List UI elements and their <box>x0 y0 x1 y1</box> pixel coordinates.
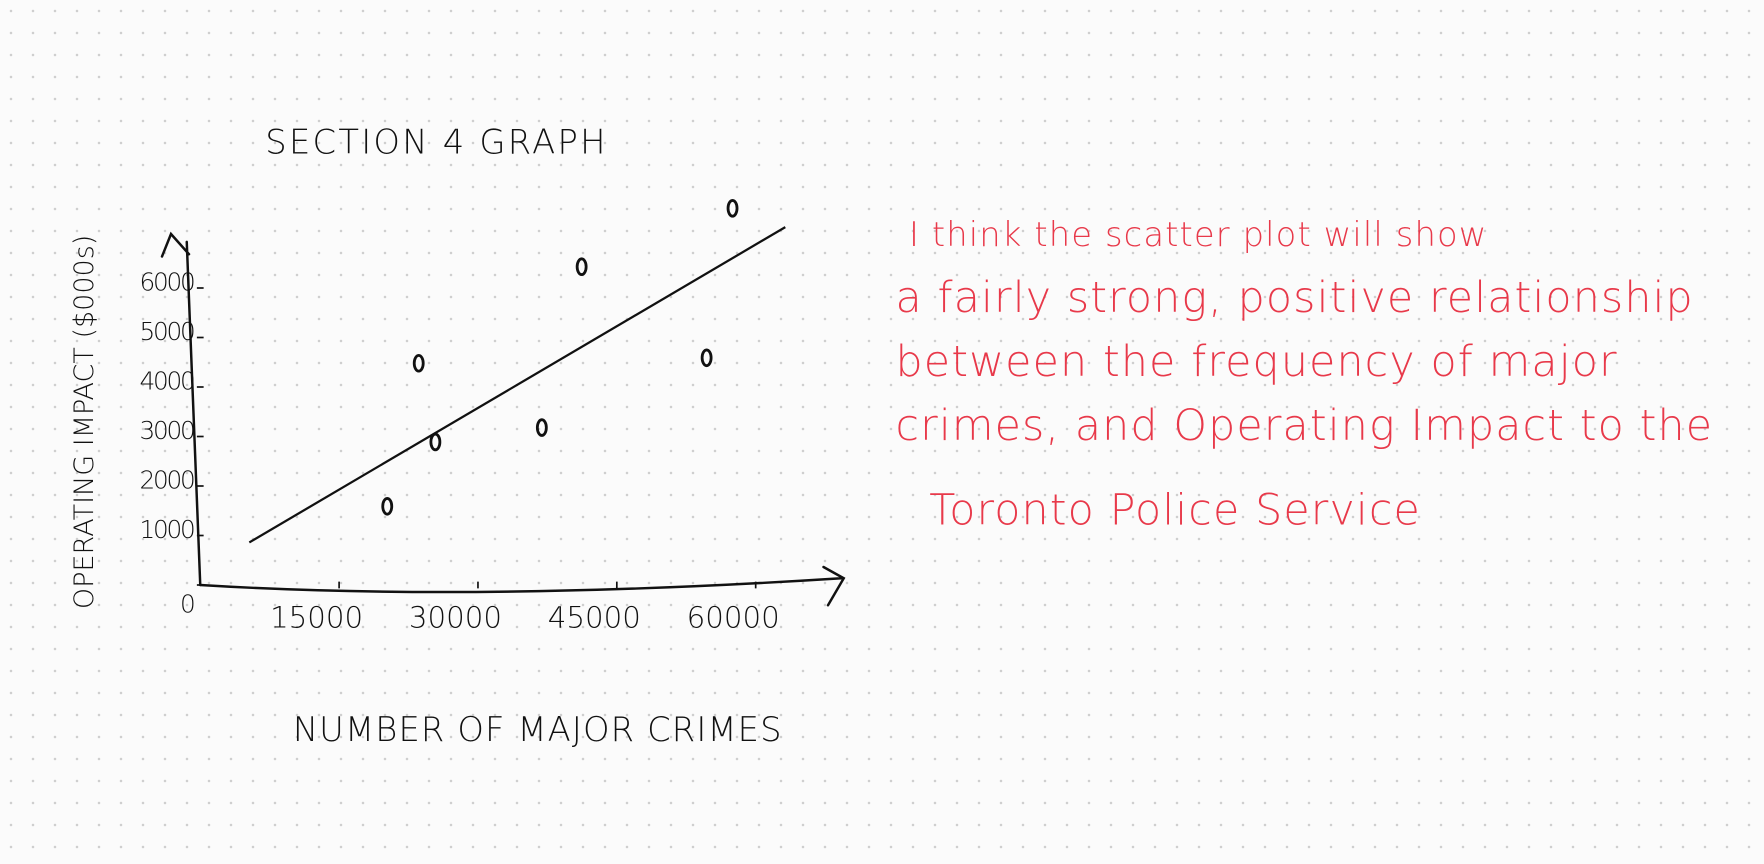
x-axis <box>199 565 846 607</box>
y-tick-label: 6000 <box>140 268 194 297</box>
point <box>429 432 442 452</box>
chart-title: SECTION 4 GRAPH <box>265 123 607 162</box>
annotation-line: Toronto Police Service <box>929 486 1421 536</box>
point <box>381 497 394 516</box>
annotation-line: I think the scatter plot will show <box>909 215 1487 254</box>
annotation-line: crimes, and Operating Impact to the <box>896 401 1714 451</box>
y-axis-label: OPERATING IMPACT ($000s) <box>69 235 100 609</box>
y-tick-label: 0 <box>180 589 194 618</box>
point <box>412 353 425 373</box>
y-axis <box>160 231 202 587</box>
x-axis-label: NUMBER OF MAJOR CRIMES <box>293 710 783 749</box>
y-tick-label: 2000 <box>140 466 194 495</box>
annotation-line: a fairly strong, positive relationship <box>896 273 1694 323</box>
x-tick-label: 60000 <box>687 600 780 634</box>
point <box>726 199 739 218</box>
point <box>575 257 588 276</box>
y-tick-label: 5000 <box>140 317 194 346</box>
trend-line <box>248 226 786 544</box>
point <box>700 348 713 368</box>
y-tick-label: 1000 <box>140 515 194 544</box>
y-tick-label: 4000 <box>140 367 194 396</box>
x-tick-label: 15000 <box>270 600 363 634</box>
point <box>535 418 548 437</box>
x-tick-label: 45000 <box>548 600 641 634</box>
x-tick-label: 30000 <box>409 600 502 634</box>
y-tick-label: 3000 <box>140 416 194 445</box>
annotation-line: between the frequency of major <box>896 337 1618 387</box>
